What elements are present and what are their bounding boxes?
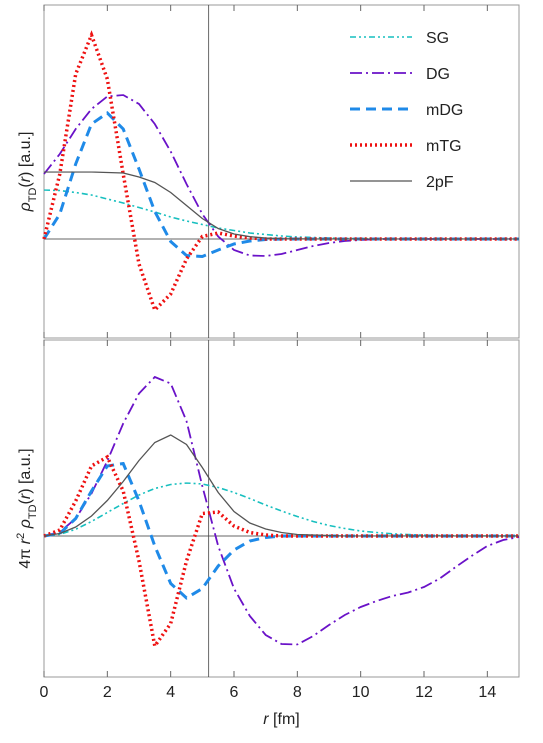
label-part: TD [27,504,39,519]
x-tick-label: 6 [230,684,239,701]
x-tick-label: 14 [478,684,496,701]
label-part: r [17,176,34,182]
label-part: r [17,538,34,544]
label-part: 4π [17,544,34,568]
label-part: ρ [17,519,34,529]
series-line [44,464,519,599]
series-line [44,172,519,239]
label-part: ( [17,182,34,188]
plot-frame [43,4,520,339]
x-tick-label: 2 [103,684,112,701]
label-part: r [17,493,34,499]
label-part: ( [17,498,34,504]
label-part: 2 [15,533,27,539]
y-axis-label: 4π r2 ρTD(r) [a.u.] [15,448,39,568]
series-line [44,457,519,646]
legend-label: mTG [426,138,462,155]
legend-label: SG [426,30,449,47]
series-line [44,95,519,256]
series-line [44,190,519,239]
label-part: TD [27,188,39,203]
series-line [44,377,519,645]
label-part: r [263,711,269,728]
x-tick-label: 10 [352,684,370,701]
x-tick-label: 12 [415,684,433,701]
series-line [44,435,519,536]
legend-label: 2pF [426,174,454,191]
x-axis-label: r [fm] [263,711,299,728]
y-axis-label: ρTD(r) [a.u.] [17,132,39,213]
label-part: ρ [17,202,34,212]
x-tick-label: 8 [293,684,302,701]
legend-label: DG [426,66,450,83]
label-part: ) [a.u.] [17,448,34,493]
legend-label: mDG [426,102,463,119]
x-tick-label: 0 [40,684,49,701]
x-tick-label: 4 [166,684,175,701]
label-part: ) [a.u.] [17,132,34,177]
label-part: [fm] [269,711,300,728]
plot-frame [43,339,520,678]
